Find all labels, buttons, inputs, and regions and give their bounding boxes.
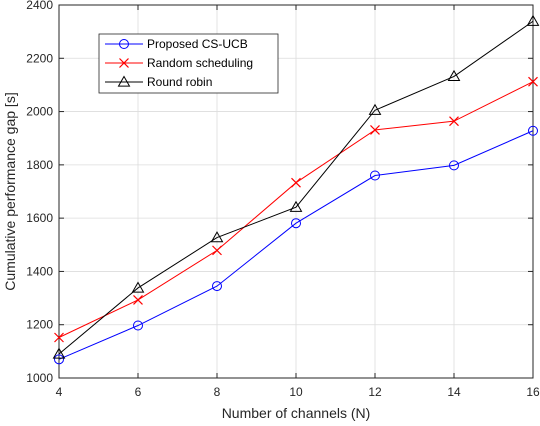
legend-entry: Round robin	[105, 75, 212, 89]
data-point	[528, 125, 538, 136]
legend: Proposed CS-UCB Random scheduling Round ro…	[98, 33, 279, 94]
x-tick-label: 12	[368, 385, 382, 399]
legend-marker	[117, 75, 131, 87]
data-point	[526, 14, 540, 26]
legend-label: Proposed CS-UCB	[147, 37, 248, 51]
data-point	[52, 347, 66, 359]
y-tick-label: 1600	[26, 211, 53, 225]
series-line	[58, 130, 534, 360]
x-tick-label: 14	[447, 385, 461, 399]
series-1	[54, 76, 538, 343]
series-2	[52, 14, 540, 359]
x-tick-label: 6	[135, 385, 142, 399]
data-point	[54, 354, 64, 365]
y-tick-label: 1800	[26, 158, 53, 172]
series-0	[54, 125, 538, 365]
legend-entry: Random scheduling	[105, 56, 253, 70]
legend-label: Round robin	[147, 75, 212, 89]
data-point	[368, 103, 382, 115]
data-point	[447, 69, 461, 82]
data-point	[54, 332, 64, 343]
data-point	[133, 320, 143, 331]
series-line	[58, 20, 534, 355]
y-tick-label: 2000	[26, 105, 53, 119]
data-point	[370, 170, 380, 181]
y-tick-label: 1400	[26, 264, 53, 278]
data-point	[131, 281, 145, 293]
legend-entry: Proposed CS-UCB	[105, 37, 248, 51]
data-point	[210, 231, 224, 243]
data-point	[449, 116, 459, 127]
data-point	[212, 281, 222, 292]
y-tick-label: 1200	[26, 318, 53, 332]
data-point	[289, 200, 303, 212]
data-point	[133, 295, 143, 305]
legend-marker	[119, 39, 129, 49]
y-axis-label: Cumulative performance gap [s]	[2, 92, 18, 290]
data-point	[528, 76, 538, 87]
y-tick-label: 1000	[26, 371, 53, 385]
data-point	[370, 125, 380, 135]
data-point	[291, 177, 301, 188]
x-tick-label: 4	[56, 385, 63, 399]
legend-label: Random scheduling	[147, 56, 253, 70]
axis-ticks: 4 6 8 10 12 14 16 1000 1200 1400 1600 1800 2000 2200 2…	[26, 0, 540, 399]
data-series	[52, 14, 540, 365]
y-tick-label: 2200	[26, 51, 53, 65]
legend-marker	[119, 58, 129, 68]
x-axis-label: Number of channels (N)	[222, 405, 371, 421]
x-tick-label: 8	[214, 385, 221, 399]
x-tick-label: 16	[526, 385, 540, 399]
data-point	[212, 245, 222, 256]
x-tick-label: 10	[289, 385, 303, 399]
y-tick-label: 2400	[26, 0, 53, 12]
data-point	[291, 218, 301, 229]
data-point	[449, 160, 459, 171]
